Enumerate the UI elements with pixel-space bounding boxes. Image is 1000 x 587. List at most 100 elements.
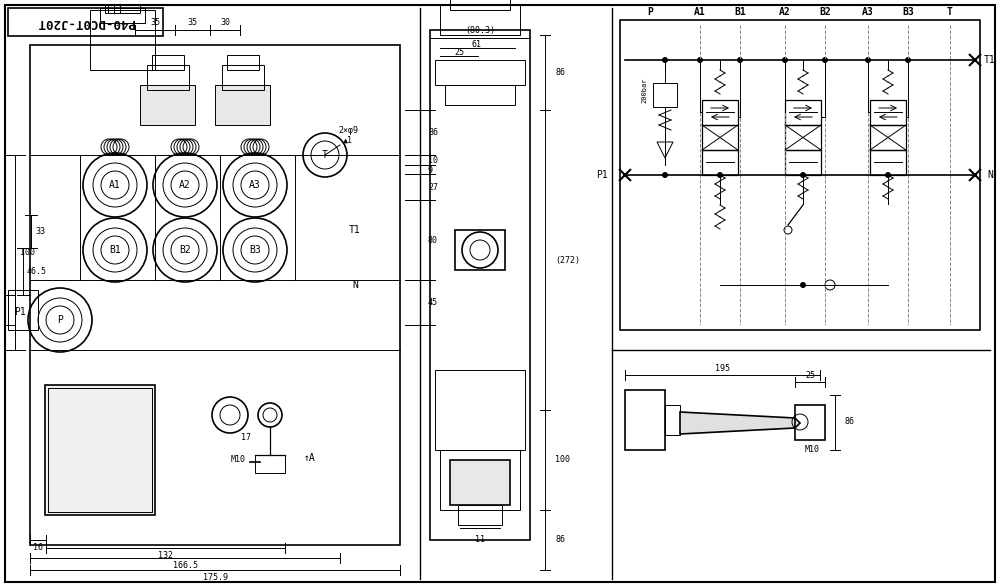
Bar — [440, 450, 520, 510]
Bar — [430, 30, 530, 540]
Bar — [100, 8, 145, 23]
Bar — [620, 20, 980, 330]
Text: ↑A: ↑A — [304, 453, 316, 463]
Bar — [140, 85, 195, 125]
Text: 61: 61 — [472, 39, 482, 49]
Text: A2: A2 — [779, 7, 791, 17]
Circle shape — [782, 57, 788, 63]
Bar — [8, 290, 38, 330]
Text: 36: 36 — [428, 127, 438, 137]
Bar — [702, 100, 738, 125]
Bar — [5, 295, 15, 325]
Text: T1: T1 — [984, 55, 996, 65]
Circle shape — [865, 57, 871, 63]
Text: 86: 86 — [555, 535, 565, 545]
Circle shape — [885, 172, 891, 178]
Text: 200bar: 200bar — [641, 77, 647, 103]
Text: 100: 100 — [555, 456, 570, 464]
Text: M10: M10 — [805, 446, 820, 454]
Text: T: T — [322, 150, 328, 160]
Circle shape — [662, 172, 668, 178]
Bar — [8, 8, 163, 36]
Text: 195: 195 — [714, 363, 730, 373]
Bar — [785, 100, 821, 125]
Text: B2: B2 — [179, 245, 191, 255]
Polygon shape — [680, 412, 800, 434]
Text: P: P — [647, 7, 653, 17]
Bar — [90, 10, 155, 70]
Text: 35: 35 — [187, 18, 197, 26]
Text: A3: A3 — [249, 180, 261, 190]
Text: ▲1: ▲1 — [343, 136, 353, 144]
Text: 80: 80 — [428, 235, 438, 245]
Text: B2: B2 — [819, 7, 831, 17]
Text: 10: 10 — [428, 156, 438, 164]
Text: T1: T1 — [349, 225, 361, 235]
Circle shape — [905, 57, 911, 63]
Text: 166.5: 166.5 — [173, 561, 198, 569]
Bar — [455, 230, 505, 270]
Text: P1: P1 — [596, 170, 608, 180]
Bar — [48, 388, 152, 512]
Text: N: N — [352, 280, 358, 290]
Text: 132: 132 — [158, 551, 173, 559]
Text: 100: 100 — [20, 248, 35, 257]
Circle shape — [697, 57, 703, 63]
Text: 27: 27 — [428, 183, 438, 191]
Text: 45: 45 — [428, 298, 438, 306]
Bar — [215, 85, 270, 125]
Text: A2: A2 — [179, 180, 191, 190]
Bar — [255, 455, 285, 473]
Text: A1: A1 — [694, 7, 706, 17]
Bar — [653, 83, 677, 107]
Text: P1: P1 — [14, 307, 26, 317]
Bar — [870, 100, 906, 125]
Bar — [440, 5, 520, 35]
Text: 175.9: 175.9 — [203, 573, 228, 582]
Circle shape — [662, 57, 668, 63]
Bar — [450, 0, 510, 10]
Bar — [450, 460, 510, 505]
Circle shape — [737, 57, 743, 63]
Bar — [702, 150, 738, 175]
Text: 25: 25 — [805, 370, 815, 380]
Bar — [785, 150, 821, 175]
Bar — [30, 45, 400, 545]
Text: (272): (272) — [555, 255, 580, 265]
Bar — [222, 65, 264, 90]
Bar — [795, 405, 825, 440]
Text: 46.5: 46.5 — [27, 266, 47, 275]
Bar — [435, 370, 525, 450]
Bar — [458, 505, 502, 525]
Bar — [45, 385, 155, 515]
Text: A1: A1 — [109, 180, 121, 190]
Text: 33: 33 — [35, 227, 45, 235]
Text: A3: A3 — [862, 7, 874, 17]
Bar — [785, 125, 821, 150]
Text: B3: B3 — [249, 245, 261, 255]
Bar — [435, 60, 525, 85]
Circle shape — [800, 172, 806, 178]
Text: 16: 16 — [33, 544, 43, 552]
Text: B1: B1 — [734, 7, 746, 17]
Text: 9: 9 — [428, 166, 433, 174]
Text: M10: M10 — [231, 456, 246, 464]
Text: 35: 35 — [150, 18, 160, 26]
Circle shape — [717, 172, 723, 178]
Text: 2×φ9: 2×φ9 — [338, 126, 358, 134]
Text: 30: 30 — [220, 18, 230, 26]
Bar — [625, 390, 665, 450]
Circle shape — [822, 57, 828, 63]
Text: B3: B3 — [902, 7, 914, 17]
Circle shape — [800, 282, 806, 288]
Text: P40-DC0T-J20T: P40-DC0T-J20T — [36, 15, 134, 29]
Bar — [702, 125, 738, 150]
Text: N: N — [987, 170, 993, 180]
Text: (80.3): (80.3) — [465, 25, 495, 35]
Bar — [665, 405, 680, 435]
Bar — [105, 5, 140, 13]
Bar — [870, 150, 906, 175]
Text: 25: 25 — [454, 48, 464, 56]
Text: T: T — [947, 7, 953, 17]
Text: B1: B1 — [109, 245, 121, 255]
